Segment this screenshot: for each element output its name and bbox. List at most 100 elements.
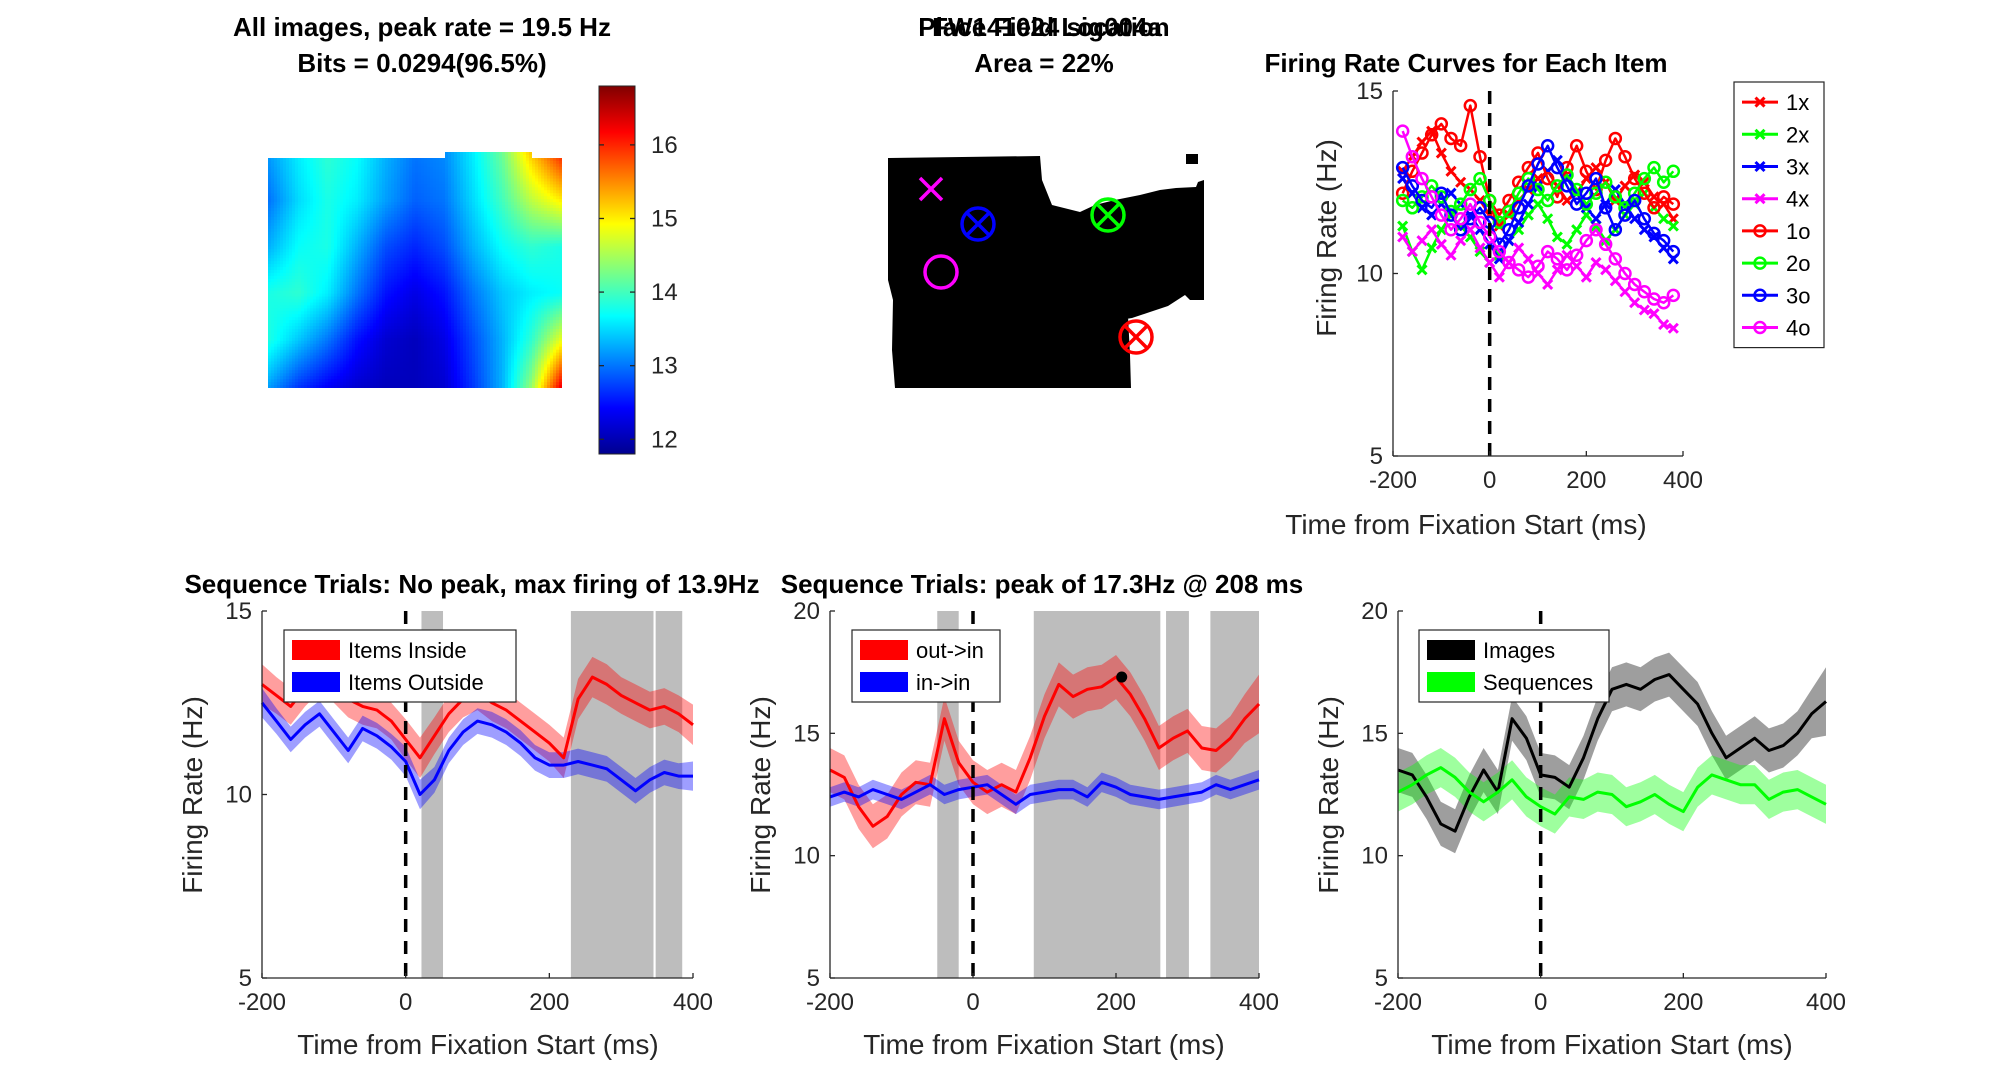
point — [1540, 171, 1555, 186]
legend-label: 4o — [1786, 316, 1810, 341]
point — [1590, 213, 1602, 225]
point — [1560, 179, 1574, 193]
y-tick-label: 5 — [1370, 443, 1383, 470]
point — [1647, 160, 1661, 175]
point — [1531, 157, 1545, 171]
point — [1453, 212, 1468, 226]
point — [1444, 222, 1458, 237]
seq-outin-chart: -200 0 200 400 5 10 15 20 out->in in->in — [793, 598, 1279, 1016]
point — [1589, 171, 1603, 186]
point — [1511, 201, 1526, 215]
point — [1637, 212, 1652, 226]
series-line-out->in — [829, 675, 1261, 828]
seq-inside-title: Sequence Trials: No peak, max firing of … — [184, 569, 759, 599]
placefield-subtitle: Area = 22% — [974, 48, 1113, 78]
point — [1667, 322, 1679, 334]
panel-placefield: FW141024 sig004a Place Field Location Ar… — [888, 12, 1204, 388]
point — [1531, 259, 1545, 273]
point — [1435, 147, 1447, 159]
point — [1416, 264, 1428, 276]
legend-label: 4x — [1786, 187, 1809, 212]
legend: out->in in->in — [851, 629, 1001, 703]
series-Sequences — [1397, 766, 1827, 816]
point — [1637, 186, 1652, 200]
point — [1569, 139, 1584, 153]
colorbar-tick-label: 12 — [651, 426, 678, 453]
point — [1397, 220, 1409, 232]
point — [1571, 224, 1583, 236]
x-tick-label: 200 — [1663, 989, 1703, 1016]
panel-heatmap: All images, peak rate = 19.5 Hz Bits = 0… — [233, 12, 678, 455]
legend-label: out->in — [916, 638, 984, 663]
significance-interval — [570, 611, 654, 978]
x-tick-label: 0 — [966, 989, 979, 1016]
point — [1484, 256, 1496, 269]
point — [1521, 270, 1536, 284]
y-tick-label: 15 — [1356, 78, 1383, 105]
legend-label: 3x — [1786, 155, 1809, 180]
colorbar-tick-label: 16 — [651, 132, 678, 159]
place-field-region — [888, 156, 1204, 388]
y-tick-label: 5 — [239, 965, 252, 992]
legend-label: 3o — [1786, 283, 1810, 308]
point — [1445, 165, 1457, 177]
point — [1608, 131, 1623, 146]
legend-entry: 1o — [1742, 219, 1810, 244]
significance-interval — [421, 611, 444, 978]
heatmap-title: All images, peak rate = 19.5 Hz — [233, 12, 611, 42]
point — [1638, 304, 1650, 316]
series-line-Images — [1397, 673, 1827, 833]
point — [1580, 271, 1592, 283]
point — [1618, 208, 1632, 222]
series-line-Sequences — [1397, 766, 1827, 816]
seq-inside-chart: -200 0 200 400 5 10 15 Items Inside Items Outsid… — [225, 598, 713, 1016]
point — [1540, 193, 1555, 208]
point — [1445, 249, 1457, 261]
series-in->in — [829, 778, 1260, 806]
point — [1656, 233, 1671, 248]
colorbar-ticks: 12 13 14 15 16 — [599, 132, 678, 453]
point — [1656, 295, 1671, 310]
point — [1435, 238, 1447, 250]
point — [1609, 194, 1621, 207]
point — [1395, 160, 1410, 175]
point — [1455, 176, 1467, 188]
x-tick-label: 400 — [1663, 467, 1703, 494]
point — [1618, 266, 1632, 281]
legend-entry: 1x — [1742, 90, 1809, 115]
legend-entry: 3o — [1742, 283, 1810, 308]
seq-outin-ylabel: Firing Rate (Hz) — [745, 696, 776, 894]
point — [1453, 139, 1468, 153]
point — [1416, 235, 1428, 247]
point — [1405, 179, 1420, 193]
img-vs-seq-chart: -200 0 200 400 5 10 15 20 Images Sequences — [1361, 598, 1846, 1016]
legend: Items Inside Items Outside — [283, 629, 517, 703]
y-tick-label: 10 — [1356, 261, 1383, 288]
x-tick-label: 0 — [1483, 467, 1496, 494]
point — [1579, 186, 1594, 200]
point — [1579, 164, 1594, 179]
point — [1590, 256, 1602, 269]
panel-img-vs-seq: -200 0 200 400 5 10 15 20 Images Sequences Time f… — [1313, 598, 1846, 1060]
legend: 1x 2x 3x 4x 1o 2o 3o 4o — [1733, 81, 1825, 349]
y-tick-label: 5 — [807, 965, 820, 992]
legend-label: 2o — [1786, 251, 1810, 276]
items-chart: -200 0 200 400 5 10 15 1x 2x 3x 4x 1o 2o 3o 4o — [1356, 78, 1825, 494]
point — [1426, 224, 1438, 236]
significance-shading — [421, 611, 683, 978]
point — [1589, 222, 1603, 237]
legend-label: Items Inside — [348, 638, 467, 663]
legend-entry: Images — [1427, 638, 1555, 663]
point — [1522, 253, 1534, 265]
y-tick-label: 20 — [793, 598, 820, 625]
point — [1598, 153, 1613, 168]
legend-entry: 2o — [1742, 251, 1810, 276]
point — [1424, 190, 1439, 204]
legend-label: Items Outside — [348, 670, 484, 695]
significance-interval — [1166, 611, 1189, 978]
point — [1551, 264, 1563, 276]
point — [1473, 149, 1487, 164]
img-vs-seq-xlabel: Time from Fixation Start (ms) — [1431, 1029, 1792, 1060]
legend-entry: Items Inside — [292, 638, 467, 663]
point — [1629, 297, 1641, 309]
